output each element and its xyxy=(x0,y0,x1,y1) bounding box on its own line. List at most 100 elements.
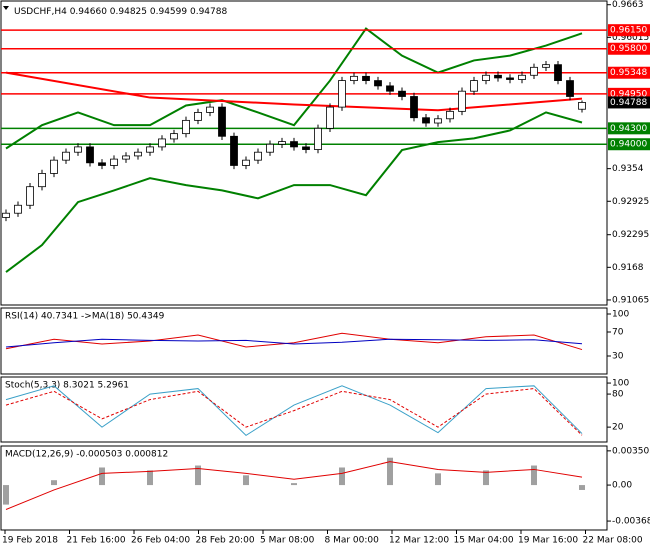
indicator-line xyxy=(5,338,583,348)
y-tick-label: 0.9168 xyxy=(612,263,644,273)
indicator-line xyxy=(5,385,583,437)
candle-body xyxy=(14,204,22,214)
level-label-box xyxy=(608,66,650,79)
level-label: 0.94000 xyxy=(610,140,647,150)
histogram-bar xyxy=(243,475,249,486)
histogram-bar xyxy=(195,465,201,486)
y-tick-label: 0.92925 xyxy=(612,197,649,207)
candle-body xyxy=(422,117,430,124)
chart-header: USDCHF,H4 0.94660 0.94825 0.94599 0.9478… xyxy=(14,7,227,17)
level-label: 0.94950 xyxy=(610,89,647,99)
x-tick-label: 12 Mar 12:00 xyxy=(389,536,449,546)
histogram-bar xyxy=(147,470,153,486)
current-price-label: 0.94788 xyxy=(610,98,647,108)
candle-body xyxy=(374,80,382,87)
candle-body xyxy=(554,64,562,81)
candle-body xyxy=(254,151,262,161)
histogram-bar xyxy=(483,470,489,486)
y-tick-label: -0.003685 xyxy=(612,517,650,527)
candle-body xyxy=(26,186,34,206)
ohlc-close: 0.94788 xyxy=(190,7,227,17)
candle-body xyxy=(50,159,58,174)
header-arrow xyxy=(3,6,9,10)
candle-body xyxy=(134,151,142,157)
histogram-bar xyxy=(579,485,585,490)
histogram-bar xyxy=(531,465,537,486)
x-tick-label: 19 Feb 2018 xyxy=(2,536,58,546)
histogram-bar xyxy=(339,467,345,486)
y-tick-label: 0.003503 xyxy=(612,446,650,456)
y-tick-label: 100 xyxy=(612,310,629,320)
level-label-box xyxy=(608,24,650,37)
candle-body xyxy=(182,119,190,135)
level-label-box xyxy=(608,42,650,55)
candle-body xyxy=(530,66,538,76)
level-label: 0.95800 xyxy=(610,44,647,54)
candle-body xyxy=(242,159,250,166)
indicator-line xyxy=(5,111,583,273)
x-tick-label: 28 Feb 20:00 xyxy=(196,536,255,546)
candle-body xyxy=(86,146,94,164)
candle-body xyxy=(194,112,202,121)
ohlc-open: 0.94660 xyxy=(70,7,107,17)
candle-body xyxy=(146,146,154,153)
y-tick-label: 0.00 xyxy=(612,481,632,491)
histogram-bar xyxy=(51,480,57,486)
candle-body xyxy=(110,158,118,166)
candle-body xyxy=(578,102,586,110)
y-tick-label: 100 xyxy=(612,379,629,389)
candle-body xyxy=(494,74,502,79)
y-tick-label: 0.9354 xyxy=(612,164,644,174)
x-tick-label: 22 Mar 08:00 xyxy=(583,536,643,546)
y-tick-label: 0.92295 xyxy=(612,230,649,240)
indicator-title: Stoch(5,3,3) 8.3021 5.2961 xyxy=(5,381,129,391)
candle-body xyxy=(410,96,418,119)
histogram-bar xyxy=(291,483,297,486)
indicator-line xyxy=(5,71,583,112)
candle-body xyxy=(314,127,322,150)
x-tick-label: 8 Mar 00:00 xyxy=(325,536,380,546)
candle-body xyxy=(518,74,526,80)
symbol: USDCHF,H4 xyxy=(14,7,67,17)
x-tick-label: 21 Feb 16:00 xyxy=(67,536,126,546)
panel-frame xyxy=(0,445,608,531)
level-label-box xyxy=(608,122,650,135)
indicator-line xyxy=(5,332,583,351)
candle-body xyxy=(206,106,214,113)
x-tick-label: 19 Mar 16:00 xyxy=(518,536,578,546)
indicator-line xyxy=(5,388,583,436)
x-tick-label: 5 Mar 08:00 xyxy=(260,536,315,546)
candle-body xyxy=(302,146,310,150)
candle-body xyxy=(386,85,394,92)
histogram-bar xyxy=(99,467,105,486)
indicator-title: RSI(14) 40.7341 ->MA(18) 50.4349 xyxy=(5,312,165,322)
y-tick-label: 0.96015 xyxy=(612,33,649,43)
candle-body xyxy=(170,133,178,140)
candle-body xyxy=(362,75,370,81)
indicator-line xyxy=(5,461,583,510)
candle-body xyxy=(74,146,82,153)
candle-body xyxy=(122,155,130,160)
ohlc-high: 0.94825 xyxy=(110,7,147,17)
candle-body xyxy=(266,143,274,153)
y-tick-label: 80 xyxy=(612,390,624,400)
candle-body xyxy=(350,75,358,81)
indicator-line xyxy=(5,27,583,150)
histogram-bar xyxy=(3,485,9,505)
level-label: 0.95348 xyxy=(610,68,647,78)
candle-body xyxy=(338,80,346,108)
level-label: 0.94300 xyxy=(610,124,647,134)
histogram-bar xyxy=(435,473,441,486)
candle-body xyxy=(542,64,550,68)
candle-body xyxy=(458,90,466,112)
candle-body xyxy=(398,90,406,97)
y-tick-label: 70 xyxy=(612,328,624,338)
candle-body xyxy=(38,173,46,188)
candle-body xyxy=(278,141,286,145)
candle-body xyxy=(230,135,238,166)
candle-body xyxy=(506,77,514,80)
x-tick-label: 15 Mar 04:00 xyxy=(454,536,514,546)
candle-body xyxy=(158,138,166,148)
